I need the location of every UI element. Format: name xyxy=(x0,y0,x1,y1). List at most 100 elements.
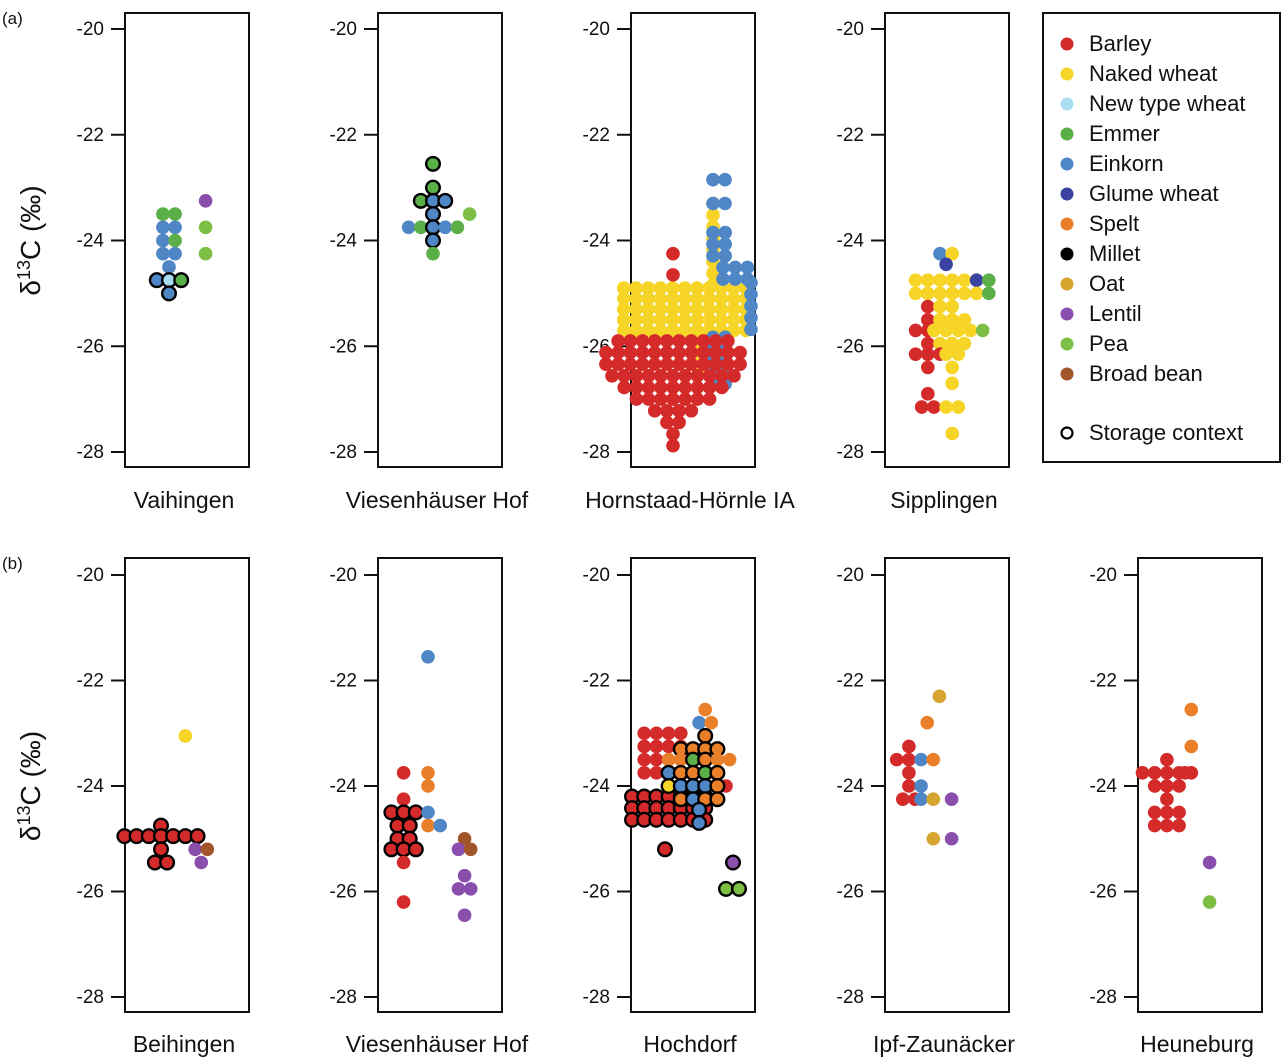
data-point-naked-wheat xyxy=(617,302,631,317)
data-points xyxy=(383,649,478,923)
data-point-barley xyxy=(690,392,705,406)
data-point-barley xyxy=(611,357,625,372)
data-point-barley xyxy=(672,334,686,348)
y-tick-label: -20 xyxy=(583,19,610,40)
data-point-naked-wheat xyxy=(690,313,704,327)
y-tick-label: -26 xyxy=(1090,882,1117,903)
data-point-barley xyxy=(902,752,916,767)
data-point-barley xyxy=(733,345,747,360)
data-point-einkorn xyxy=(728,260,742,275)
data-point-naked-wheat xyxy=(690,302,704,317)
data-point-einkorn xyxy=(914,792,928,806)
data-points xyxy=(908,246,996,441)
data-point-lentil xyxy=(194,855,209,870)
data-point-barley xyxy=(715,380,729,395)
data-point-naked-wheat xyxy=(678,281,692,295)
legend-label: Emmer xyxy=(1089,121,1160,146)
data-point-naked-wheat xyxy=(665,291,680,306)
data-point-barley xyxy=(696,345,711,360)
legend-item-glume-wheat: Glume wheat xyxy=(1060,181,1219,206)
data-point-naked-wheat xyxy=(945,299,959,314)
data-point-naked-wheat xyxy=(945,360,959,375)
data-point-barley xyxy=(702,380,717,395)
data-point-barley xyxy=(649,752,664,767)
site-label: Vaihingen xyxy=(134,487,235,513)
data-point-naked-wheat xyxy=(629,323,643,338)
legend-label: Storage context xyxy=(1089,420,1243,445)
legend-item-einkorn: Einkorn xyxy=(1060,151,1164,176)
y-tick-label: -28 xyxy=(837,442,864,463)
site-label: Heuneburg xyxy=(1140,1031,1254,1057)
data-point-spelt xyxy=(421,779,435,793)
data-point-barley xyxy=(407,841,424,858)
site-panel: -20 -22 -24 -26 -28 Ipf-Zaunäcker xyxy=(837,557,1015,1057)
data-point-naked-wheat xyxy=(641,291,655,306)
data-point-barley xyxy=(635,345,650,360)
legend-label: Einkorn xyxy=(1089,151,1164,176)
y-tick-label: -28 xyxy=(330,987,357,1008)
legend-label: Glume wheat xyxy=(1089,181,1219,206)
legend-marker xyxy=(1060,337,1074,351)
data-point-barley xyxy=(623,357,638,372)
y-tick-label: -28 xyxy=(77,442,104,463)
data-point-barley xyxy=(708,345,723,360)
data-point-emmer xyxy=(168,233,182,248)
legend-marker xyxy=(1060,157,1074,171)
data-point-barley xyxy=(684,345,699,360)
data-point-barley xyxy=(902,779,916,793)
data-point-emmer xyxy=(982,286,996,301)
data-point-naked-wheat xyxy=(945,273,959,287)
y-tick-label: -20 xyxy=(837,19,864,40)
data-point-barley xyxy=(660,415,674,430)
y-tick-label: -28 xyxy=(1090,987,1117,1008)
data-point-lentil xyxy=(725,854,742,871)
data-point-barley xyxy=(635,334,650,348)
data-point-naked-wheat xyxy=(702,291,716,306)
data-point-barley xyxy=(1172,818,1186,833)
panel-a: (a)-20-22-24-26-28Vaihingen-20-22-24-26-… xyxy=(2,9,1010,513)
data-point-barley xyxy=(684,334,699,348)
data-point-barley xyxy=(1147,779,1162,793)
data-point-naked-wheat xyxy=(945,426,959,441)
y-axis-title: δ13C (‰) xyxy=(14,731,46,841)
data-point-barley xyxy=(1147,766,1162,780)
data-point-einkorn xyxy=(718,225,732,240)
data-point-barley xyxy=(666,427,680,441)
legend-label: New type wheat xyxy=(1089,91,1246,116)
data-point-naked-wheat xyxy=(908,286,923,301)
site-panel: -20 -22 -24 -26 -28 Beihingen xyxy=(77,557,250,1057)
data-point-barley xyxy=(641,369,656,383)
data-point-einkorn xyxy=(438,220,453,235)
data-point-barley xyxy=(1135,766,1150,780)
data-point-einkorn xyxy=(718,196,732,211)
legend-marker xyxy=(1060,307,1074,321)
data-point-barley xyxy=(649,726,664,741)
data-point-barley xyxy=(641,380,656,395)
panel-b: (b)-20-22-24-26-28Beihingen-20-22-24-26-… xyxy=(2,554,1263,1057)
data-point-naked-wheat xyxy=(641,323,655,338)
data-point-barley xyxy=(617,380,631,395)
data-point-broad-bean xyxy=(457,831,472,846)
data-point-naked-wheat xyxy=(951,347,966,361)
legend-marker xyxy=(1060,67,1074,81)
data-point-einkorn xyxy=(691,801,708,818)
data-point-barley xyxy=(666,268,680,282)
data-point-emmer xyxy=(426,246,440,261)
site-label: Viesenhäuser Hof xyxy=(346,487,529,513)
data-point-lentil xyxy=(188,842,202,857)
data-point-naked-wheat xyxy=(617,313,631,327)
y-tick-label: -22 xyxy=(837,671,864,692)
data-point-einkorn xyxy=(425,206,442,223)
data-point-naked-wheat xyxy=(653,313,668,327)
data-point-emmer xyxy=(168,207,182,221)
data-point-barley xyxy=(1184,766,1199,780)
data-point-naked-wheat xyxy=(706,266,720,281)
legend-item-millet: Millet xyxy=(1060,241,1140,266)
y-tick-label: -22 xyxy=(77,671,104,692)
data-point-naked-wheat xyxy=(665,323,680,338)
data-points xyxy=(401,155,477,261)
data-point-barley xyxy=(657,841,674,858)
legend-item-naked-wheat: Naked wheat xyxy=(1060,61,1217,86)
data-point-naked-wheat xyxy=(665,302,680,317)
